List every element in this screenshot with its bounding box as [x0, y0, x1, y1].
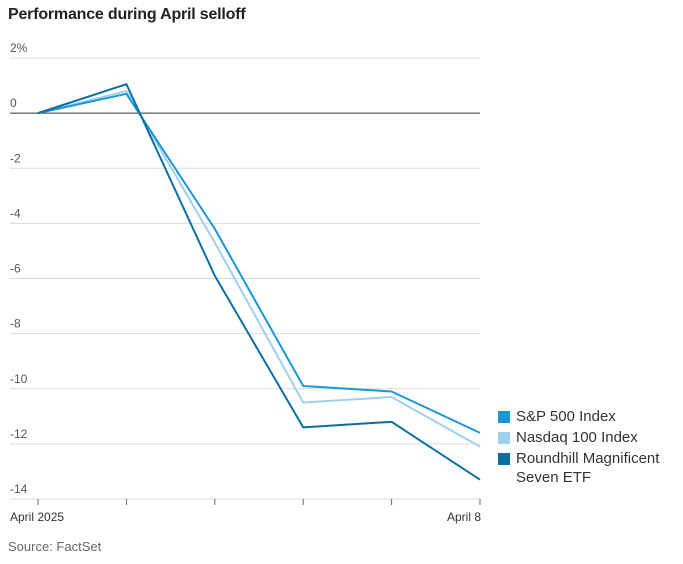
- legend-item: S&P 500 Index: [498, 407, 683, 426]
- series-line-roundhill-magnificent-seven-etf: [37, 83, 481, 481]
- y-tick-label: 0: [10, 96, 17, 110]
- y-tick-label: -8: [10, 317, 21, 331]
- series-line-s-p-500-index: [37, 92, 481, 434]
- chart-title: Performance during April selloff: [8, 6, 246, 23]
- series-lines: [37, 83, 481, 481]
- x-axis: April 2025 April 8: [10, 499, 481, 524]
- legend-swatch: [498, 453, 510, 465]
- y-tick-label: -2: [10, 151, 21, 165]
- y-tick-label: 2%: [10, 41, 28, 55]
- legend-item: Nasdaq 100 Index: [498, 428, 683, 447]
- x-tick-label: April 2025: [10, 510, 64, 524]
- y-tick-label: -12: [10, 427, 28, 441]
- series-line-nasdaq-100-index: [37, 90, 481, 448]
- y-tick-label: -6: [10, 262, 21, 276]
- legend-label: S&P 500 Index: [516, 408, 616, 425]
- legend-swatch: [498, 432, 510, 444]
- legend-label: Nasdaq 100 Index: [516, 429, 638, 446]
- source-note: Source: FactSet: [8, 539, 102, 554]
- y-axis-ticks: 2% 0 -2 -4 -6 -8 -10 -12 -14: [10, 41, 28, 496]
- y-tick-label: -4: [10, 206, 21, 220]
- legend-label: Roundhill Magnificent Seven ETF: [516, 450, 660, 486]
- y-tick-label: -10: [10, 372, 28, 386]
- x-tick-label: April 8: [447, 510, 481, 524]
- gridlines: [10, 57, 480, 500]
- legend-swatch: [498, 411, 510, 423]
- legend: S&P 500 Index Nasdaq 100 Index Roundhill M…: [498, 407, 683, 489]
- legend-item: Roundhill Magnificent Seven ETF: [498, 449, 683, 487]
- y-tick-label: -14: [10, 482, 28, 496]
